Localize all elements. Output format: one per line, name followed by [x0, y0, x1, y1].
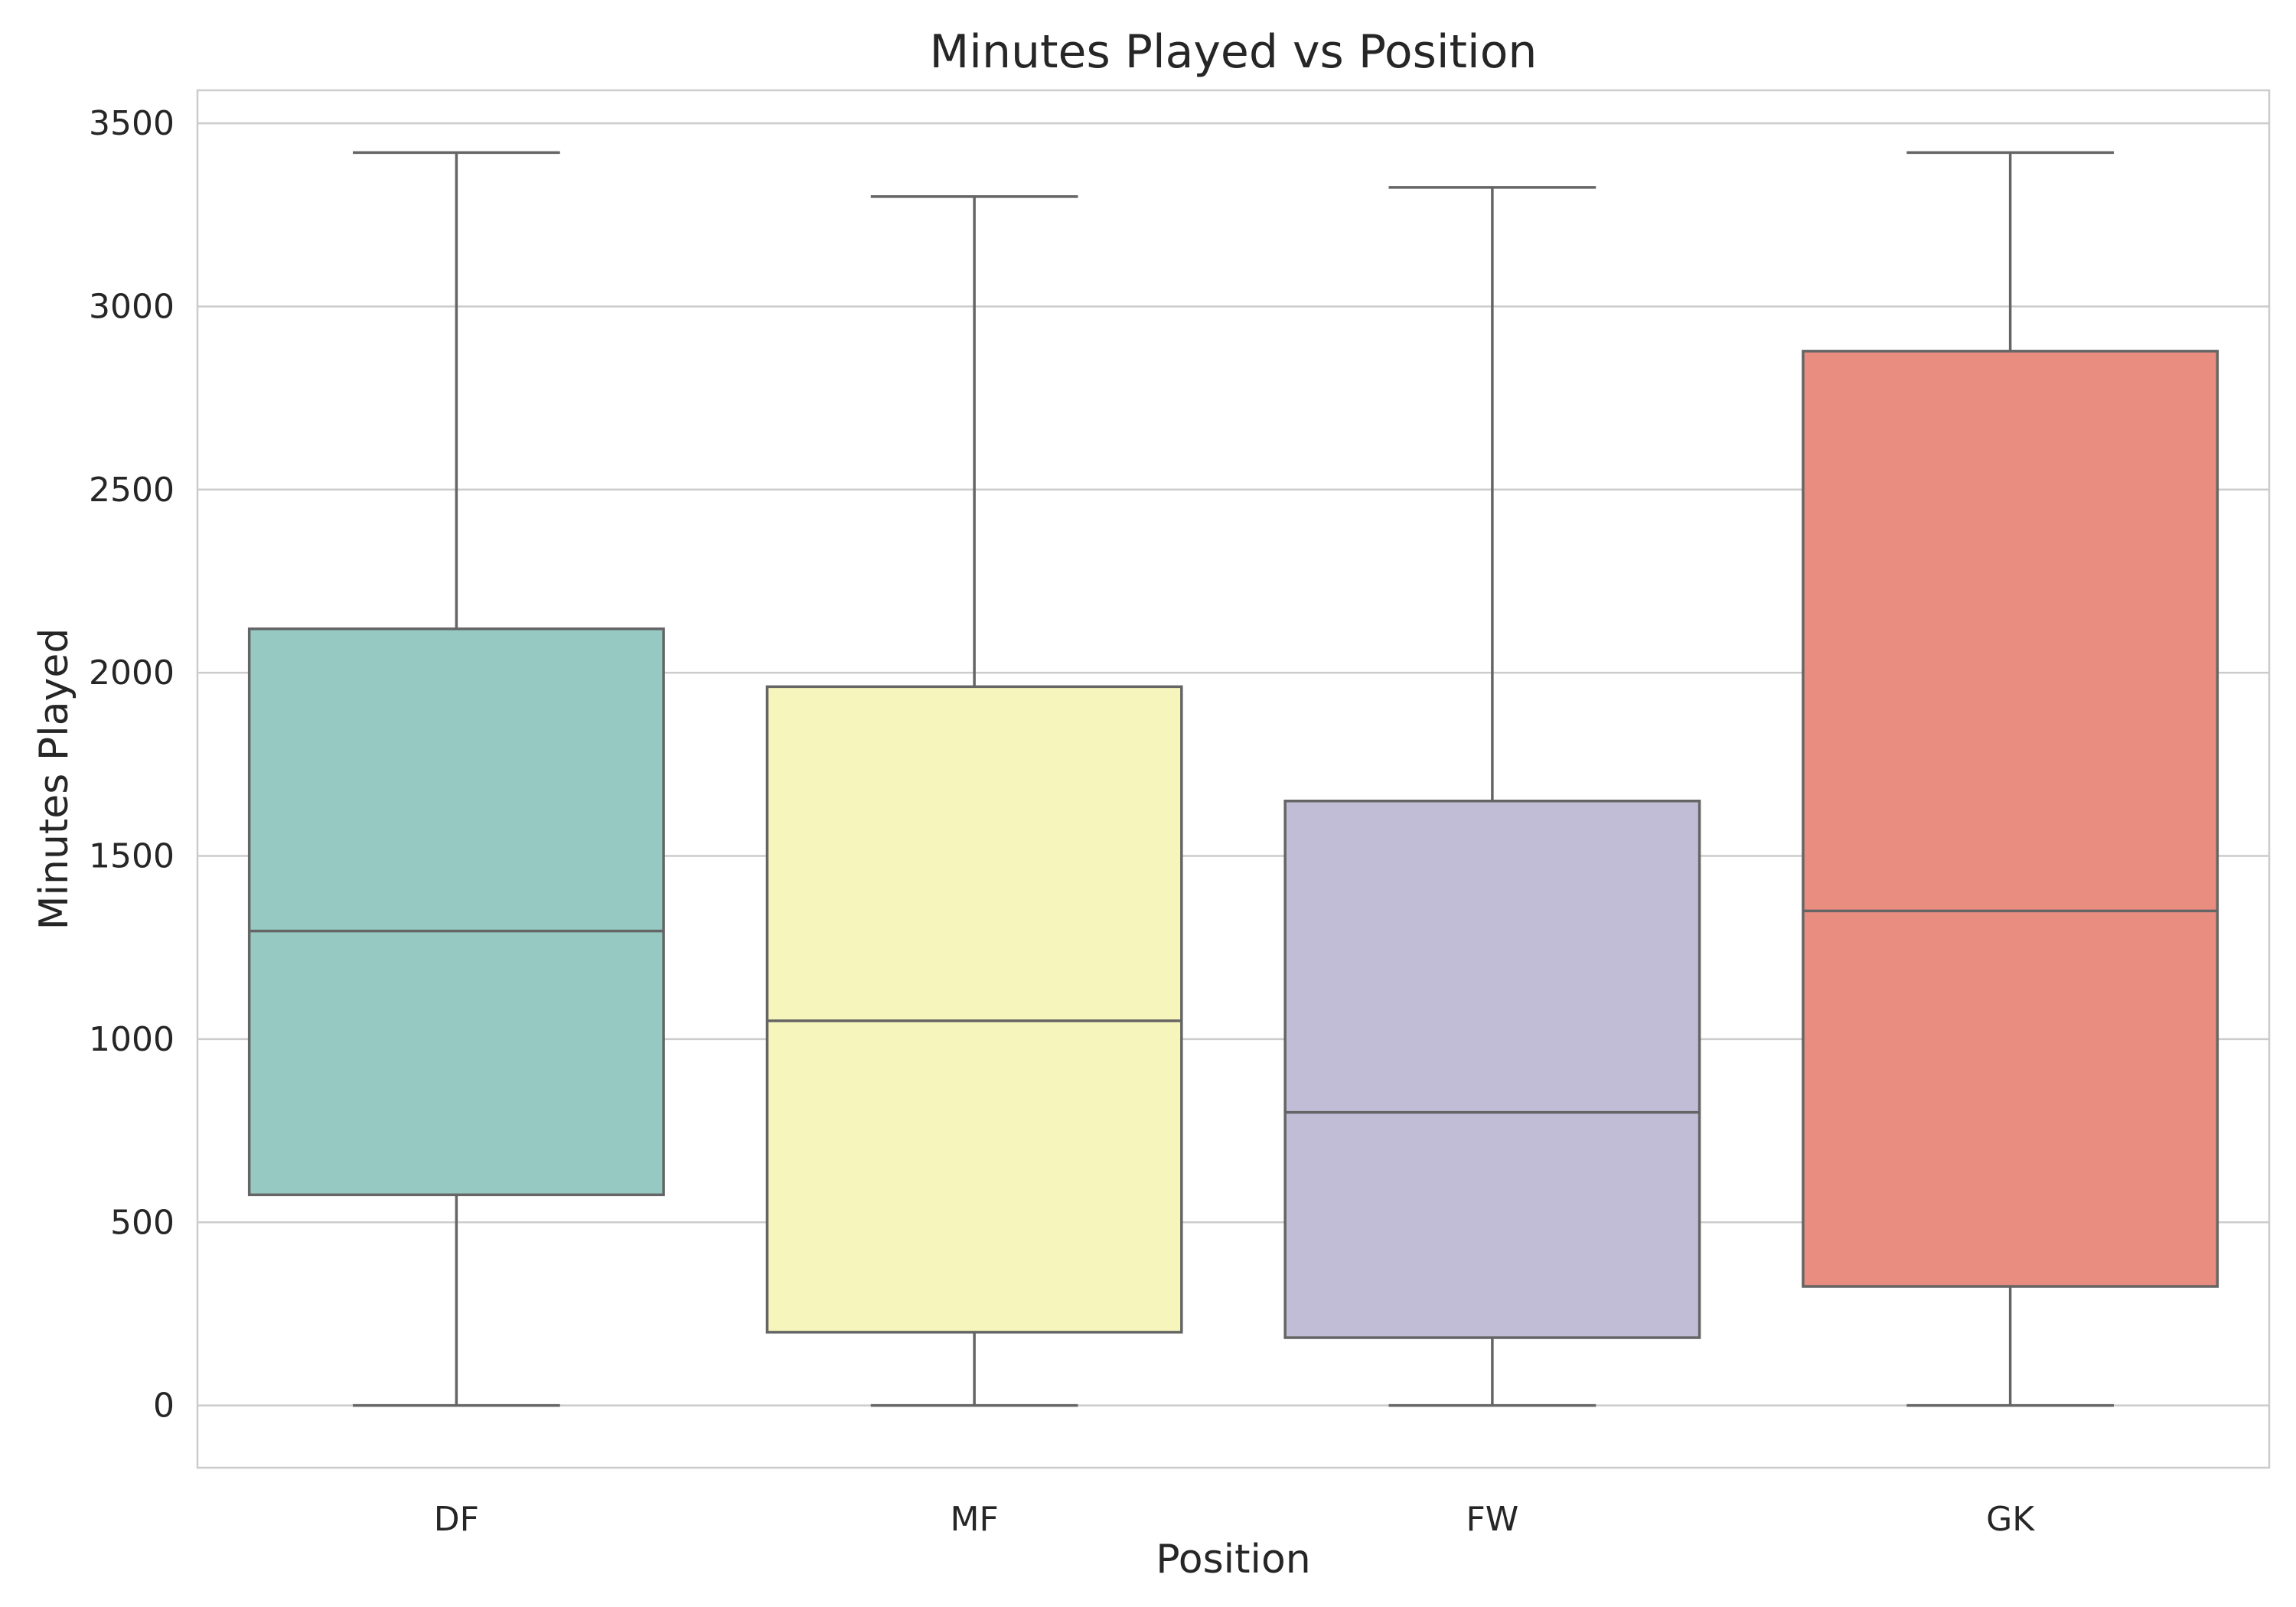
y-tick-labels: 0 500 1000 1500 2000 2500 3000 3500	[89, 104, 174, 1426]
x-axis-label: Position	[1156, 1537, 1310, 1583]
iqr-box	[1283, 799, 1701, 1339]
y-tick-label: 1500	[89, 837, 174, 876]
box-mf	[765, 195, 1183, 1407]
x-tick-label: MF	[950, 1500, 998, 1539]
y-tick-label: 2500	[89, 471, 174, 510]
y-axis-label: Minutes Played	[31, 628, 77, 931]
y-tick-label: 1000	[89, 1020, 174, 1059]
x-tick-labels: DF MF FW GK	[434, 1500, 2035, 1539]
y-tick-label: 0	[153, 1387, 174, 1426]
y-tick-label: 3500	[89, 104, 174, 143]
iqr-box	[247, 627, 665, 1197]
x-tick-label: FW	[1466, 1500, 1518, 1539]
boxes-group	[247, 151, 2219, 1407]
x-tick-label: GK	[1986, 1500, 2035, 1539]
iqr-box	[765, 685, 1183, 1334]
box-fw	[1283, 186, 1701, 1407]
iqr-box	[1802, 350, 2219, 1288]
chart-title: Minutes Played vs Position	[930, 25, 1538, 79]
plot-frame	[196, 89, 2271, 1469]
box-df	[247, 151, 665, 1407]
box-gk	[1802, 151, 2219, 1407]
x-tick-label: DF	[434, 1500, 479, 1539]
y-tick-label: 3000	[89, 287, 174, 326]
y-tick-label: 2000	[89, 654, 174, 693]
y-tick-label: 500	[110, 1203, 174, 1242]
